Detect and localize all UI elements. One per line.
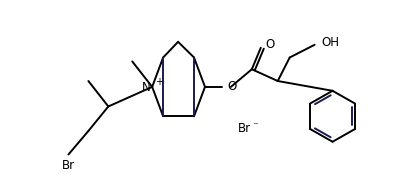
Text: Br: Br — [238, 122, 251, 134]
Text: ⁻: ⁻ — [252, 121, 258, 131]
Text: O: O — [227, 80, 236, 93]
Text: OH: OH — [322, 36, 339, 49]
Text: Br: Br — [62, 159, 75, 172]
Text: N: N — [141, 81, 150, 94]
Text: +: + — [155, 77, 163, 87]
Text: O: O — [266, 38, 275, 51]
